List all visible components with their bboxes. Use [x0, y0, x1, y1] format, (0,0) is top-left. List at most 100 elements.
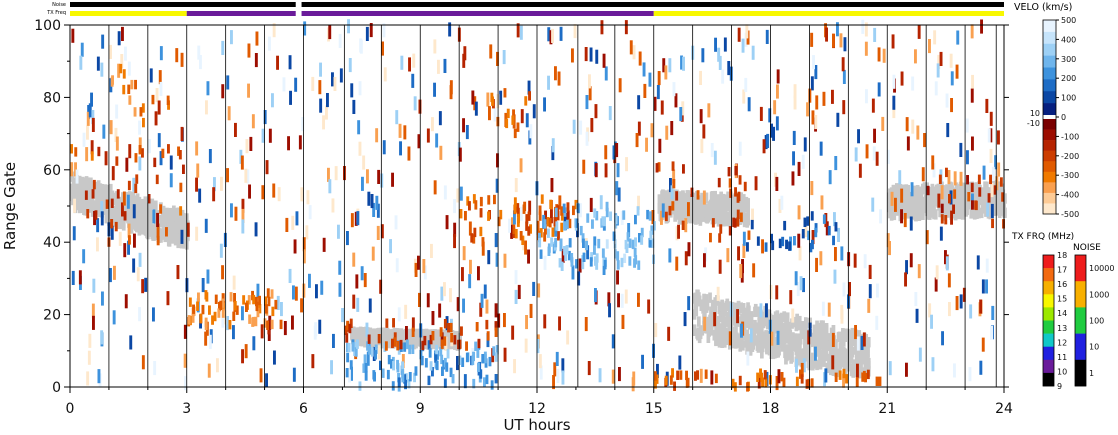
velocity-cell: [669, 375, 673, 385]
velocity-cell: [668, 248, 672, 263]
velocity-colorbar-label: 200: [1061, 74, 1076, 83]
velocity-cell: [572, 205, 575, 216]
velocity-cell: [465, 125, 469, 140]
velocity-cell: [360, 266, 364, 281]
velocity-cell: [762, 139, 766, 154]
ground-scatter-cell: [864, 334, 868, 345]
velocity-cell: [875, 151, 879, 166]
velocity-cell: [747, 230, 751, 240]
ground-scatter-cell: [995, 205, 1000, 216]
velocity-cell: [383, 342, 387, 352]
velocity-cell: [346, 231, 349, 246]
txfrq-colorbar-swatch: [1043, 255, 1054, 269]
velocity-cell: [476, 348, 480, 358]
velocity-cell: [345, 333, 349, 343]
velocity-cell: [803, 137, 807, 152]
velocity-colorbar-label: -200: [1061, 152, 1079, 161]
velocity-cell: [797, 233, 801, 248]
velocity-cell: [208, 334, 212, 349]
velocity-cell: [450, 333, 454, 343]
velocity-cell: [403, 125, 407, 140]
ground-scatter-cell: [960, 209, 965, 220]
velocity-cell: [483, 353, 487, 364]
velocity-cell: [494, 327, 498, 337]
velocity-cell: [453, 222, 457, 237]
velocity-cell: [363, 273, 367, 288]
velocity-cell: [449, 288, 452, 303]
velocity-cell: [718, 55, 722, 70]
velocity-cell: [302, 237, 306, 252]
velocity-cell: [133, 233, 136, 248]
velocity-cell: [616, 251, 620, 261]
velocity-cell: [356, 339, 359, 349]
velocity-cell: [241, 349, 244, 364]
velocity-cell: [517, 284, 521, 299]
velocity-cell: [471, 90, 475, 105]
velocity-cell: [966, 150, 969, 165]
velocity-cell: [807, 330, 811, 345]
velocity-cell: [527, 211, 531, 221]
velocity-cell: [82, 249, 86, 264]
velocity-cell: [551, 28, 554, 43]
velocity-cell: [832, 235, 835, 246]
velocity-cell: [565, 245, 569, 255]
velocity-cell: [466, 196, 470, 206]
velocity-cell: [327, 167, 330, 182]
velocity-cell: [744, 32, 748, 47]
velocity-cell: [671, 201, 675, 211]
velocity-cell: [182, 164, 185, 174]
velocity-cell: [379, 279, 383, 294]
velocity-cell: [380, 173, 384, 188]
velocity-cell: [366, 351, 370, 366]
velocity-cell: [513, 210, 516, 225]
velocity-cell: [91, 303, 95, 318]
velocity-cell: [199, 55, 202, 70]
velocity-cell: [127, 180, 131, 191]
velocity-cell: [266, 288, 270, 298]
ground-scatter-cell: [784, 327, 788, 339]
velocity-cell: [495, 178, 499, 193]
velocity-cell: [581, 233, 585, 243]
velocity-cell: [776, 69, 780, 84]
velocity-cell: [445, 316, 449, 331]
ground-scatter-cell: [804, 329, 809, 340]
velocity-cell: [411, 317, 415, 332]
velocity-cell: [234, 206, 238, 221]
velocity-cell: [470, 233, 474, 243]
velocity-cell: [152, 209, 156, 224]
velocity-cell: [950, 71, 954, 86]
velocity-cell: [858, 163, 862, 178]
velocity-cell: [241, 219, 245, 234]
velocity-cell: [780, 372, 784, 382]
velocity-cell: [229, 292, 233, 302]
velocity-cell: [311, 76, 315, 91]
velocity-cell: [308, 205, 312, 220]
ground-scatter-cell: [704, 294, 709, 305]
velocity-cell: [412, 53, 416, 68]
velocity-cell: [408, 57, 411, 72]
velocity-cell: [797, 205, 801, 220]
velocity-cell: [519, 206, 523, 221]
velocity-cell: [87, 350, 91, 365]
velocity-cell: [70, 162, 74, 177]
velocity-cell: [959, 294, 963, 309]
velocity-cell: [742, 231, 746, 246]
ground-scatter-cell: [926, 199, 930, 211]
velocity-cell: [421, 340, 425, 351]
velocity-cell: [221, 313, 225, 328]
velocity-cell: [183, 324, 187, 339]
velocity-cell: [657, 71, 661, 86]
y-tick-label: 100: [34, 18, 61, 34]
ground-scatter-cell: [795, 313, 799, 325]
velocity-cell: [710, 370, 714, 385]
velocity-cell: [953, 171, 957, 186]
velocity-cell: [180, 126, 184, 141]
velocity-colorbar-swatch: [1043, 31, 1056, 45]
velocity-cell: [556, 211, 560, 221]
ground-scatter-cell: [818, 358, 823, 369]
velocity-cell: [802, 358, 806, 373]
velocity-cell: [871, 98, 875, 113]
velocity-cell: [325, 105, 328, 120]
x-tick-label: 3: [182, 401, 191, 417]
x-tick-label: 0: [66, 401, 75, 417]
